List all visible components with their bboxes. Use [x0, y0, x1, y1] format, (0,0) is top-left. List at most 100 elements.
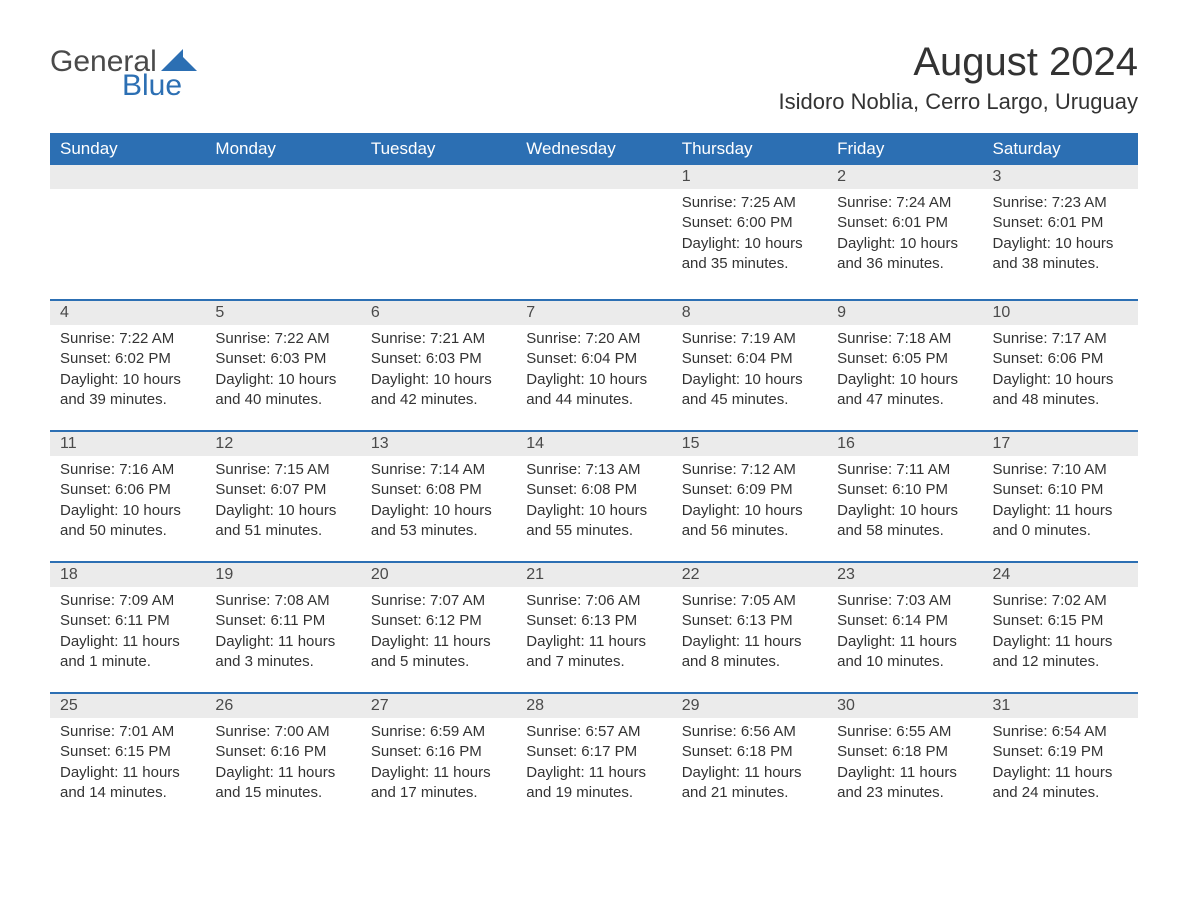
sunset-text: Sunset: 6:08 PM — [526, 480, 661, 500]
day-details: Sunrise: 7:05 AMSunset: 6:13 PMDaylight:… — [672, 587, 827, 672]
daylight-text: Daylight: 11 hours and 5 minutes. — [371, 632, 506, 673]
sunset-text: Sunset: 6:13 PM — [526, 611, 661, 631]
day-number: 1 — [672, 165, 827, 189]
day-number: 9 — [827, 301, 982, 325]
daylight-text: Daylight: 11 hours and 24 minutes. — [993, 763, 1128, 804]
calendar-day-cell: 18Sunrise: 7:09 AMSunset: 6:11 PMDayligh… — [50, 562, 205, 693]
day-details: Sunrise: 7:23 AMSunset: 6:01 PMDaylight:… — [983, 189, 1138, 274]
day-number: 7 — [516, 301, 671, 325]
calendar-day-cell: 17Sunrise: 7:10 AMSunset: 6:10 PMDayligh… — [983, 431, 1138, 562]
calendar-day-cell: 9Sunrise: 7:18 AMSunset: 6:05 PMDaylight… — [827, 300, 982, 431]
daylight-text: Daylight: 11 hours and 21 minutes. — [682, 763, 817, 804]
day-number: 21 — [516, 563, 671, 587]
calendar-day-cell: 21Sunrise: 7:06 AMSunset: 6:13 PMDayligh… — [516, 562, 671, 693]
day-details: Sunrise: 7:00 AMSunset: 6:16 PMDaylight:… — [205, 718, 360, 803]
sunrise-text: Sunrise: 7:15 AM — [215, 460, 350, 480]
calendar-table: SundayMondayTuesdayWednesdayThursdayFrid… — [50, 133, 1138, 823]
calendar-header-row: SundayMondayTuesdayWednesdayThursdayFrid… — [50, 133, 1138, 165]
daylight-text: Daylight: 10 hours and 53 minutes. — [371, 501, 506, 542]
day-number — [361, 165, 516, 189]
day-number: 23 — [827, 563, 982, 587]
title-block: August 2024 Isidoro Noblia, Cerro Largo,… — [778, 40, 1138, 123]
sunrise-text: Sunrise: 7:05 AM — [682, 591, 817, 611]
sunrise-text: Sunrise: 7:17 AM — [993, 329, 1128, 349]
sunrise-text: Sunrise: 6:55 AM — [837, 722, 972, 742]
weekday-header: Thursday — [672, 133, 827, 165]
sunset-text: Sunset: 6:02 PM — [60, 349, 195, 369]
day-number: 11 — [50, 432, 205, 456]
day-number: 17 — [983, 432, 1138, 456]
sunrise-text: Sunrise: 7:02 AM — [993, 591, 1128, 611]
sunset-text: Sunset: 6:05 PM — [837, 349, 972, 369]
day-number: 4 — [50, 301, 205, 325]
day-details: Sunrise: 6:59 AMSunset: 6:16 PMDaylight:… — [361, 718, 516, 803]
daylight-text: Daylight: 10 hours and 50 minutes. — [60, 501, 195, 542]
day-number: 30 — [827, 694, 982, 718]
daylight-text: Daylight: 10 hours and 45 minutes. — [682, 370, 817, 411]
calendar-day-cell: 1Sunrise: 7:25 AMSunset: 6:00 PMDaylight… — [672, 165, 827, 300]
day-details: Sunrise: 7:01 AMSunset: 6:15 PMDaylight:… — [50, 718, 205, 803]
location: Isidoro Noblia, Cerro Largo, Uruguay — [778, 89, 1138, 115]
calendar-day-cell: 25Sunrise: 7:01 AMSunset: 6:15 PMDayligh… — [50, 693, 205, 823]
sunrise-text: Sunrise: 7:01 AM — [60, 722, 195, 742]
day-number: 26 — [205, 694, 360, 718]
day-number: 25 — [50, 694, 205, 718]
day-number: 10 — [983, 301, 1138, 325]
weekday-header: Wednesday — [516, 133, 671, 165]
sunset-text: Sunset: 6:16 PM — [371, 742, 506, 762]
sunrise-text: Sunrise: 7:22 AM — [215, 329, 350, 349]
weekday-header: Monday — [205, 133, 360, 165]
day-number: 27 — [361, 694, 516, 718]
sunrise-text: Sunrise: 7:18 AM — [837, 329, 972, 349]
calendar-week-row: 1Sunrise: 7:25 AMSunset: 6:00 PMDaylight… — [50, 165, 1138, 300]
sunrise-text: Sunrise: 7:25 AM — [682, 193, 817, 213]
day-details: Sunrise: 6:57 AMSunset: 6:17 PMDaylight:… — [516, 718, 671, 803]
sunrise-text: Sunrise: 7:08 AM — [215, 591, 350, 611]
daylight-text: Daylight: 10 hours and 51 minutes. — [215, 501, 350, 542]
calendar-week-row: 18Sunrise: 7:09 AMSunset: 6:11 PMDayligh… — [50, 562, 1138, 693]
daylight-text: Daylight: 10 hours and 36 minutes. — [837, 234, 972, 275]
sunrise-text: Sunrise: 7:21 AM — [371, 329, 506, 349]
daylight-text: Daylight: 11 hours and 1 minute. — [60, 632, 195, 673]
calendar-day-cell: 14Sunrise: 7:13 AMSunset: 6:08 PMDayligh… — [516, 431, 671, 562]
calendar-day-cell — [361, 165, 516, 300]
weekday-header: Friday — [827, 133, 982, 165]
calendar-day-cell: 4Sunrise: 7:22 AMSunset: 6:02 PMDaylight… — [50, 300, 205, 431]
day-number: 2 — [827, 165, 982, 189]
daylight-text: Daylight: 10 hours and 56 minutes. — [682, 501, 817, 542]
day-details: Sunrise: 7:11 AMSunset: 6:10 PMDaylight:… — [827, 456, 982, 541]
day-details: Sunrise: 7:08 AMSunset: 6:11 PMDaylight:… — [205, 587, 360, 672]
calendar-body: 1Sunrise: 7:25 AMSunset: 6:00 PMDaylight… — [50, 165, 1138, 823]
calendar-day-cell: 15Sunrise: 7:12 AMSunset: 6:09 PMDayligh… — [672, 431, 827, 562]
daylight-text: Daylight: 10 hours and 44 minutes. — [526, 370, 661, 411]
sunset-text: Sunset: 6:15 PM — [993, 611, 1128, 631]
day-details: Sunrise: 7:02 AMSunset: 6:15 PMDaylight:… — [983, 587, 1138, 672]
day-details: Sunrise: 7:14 AMSunset: 6:08 PMDaylight:… — [361, 456, 516, 541]
daylight-text: Daylight: 11 hours and 7 minutes. — [526, 632, 661, 673]
daylight-text: Daylight: 11 hours and 3 minutes. — [215, 632, 350, 673]
sunset-text: Sunset: 6:04 PM — [526, 349, 661, 369]
day-details: Sunrise: 7:13 AMSunset: 6:08 PMDaylight:… — [516, 456, 671, 541]
daylight-text: Daylight: 11 hours and 0 minutes. — [993, 501, 1128, 542]
sunrise-text: Sunrise: 7:20 AM — [526, 329, 661, 349]
sunset-text: Sunset: 6:03 PM — [371, 349, 506, 369]
day-details: Sunrise: 6:54 AMSunset: 6:19 PMDaylight:… — [983, 718, 1138, 803]
sunset-text: Sunset: 6:11 PM — [215, 611, 350, 631]
calendar-day-cell: 11Sunrise: 7:16 AMSunset: 6:06 PMDayligh… — [50, 431, 205, 562]
day-details: Sunrise: 7:22 AMSunset: 6:03 PMDaylight:… — [205, 325, 360, 410]
sunset-text: Sunset: 6:18 PM — [682, 742, 817, 762]
sunrise-text: Sunrise: 7:11 AM — [837, 460, 972, 480]
calendar-day-cell: 19Sunrise: 7:08 AMSunset: 6:11 PMDayligh… — [205, 562, 360, 693]
weekday-header: Saturday — [983, 133, 1138, 165]
calendar-day-cell: 20Sunrise: 7:07 AMSunset: 6:12 PMDayligh… — [361, 562, 516, 693]
day-details: Sunrise: 7:25 AMSunset: 6:00 PMDaylight:… — [672, 189, 827, 274]
sunrise-text: Sunrise: 7:03 AM — [837, 591, 972, 611]
logo: General Blue — [50, 40, 197, 103]
daylight-text: Daylight: 11 hours and 12 minutes. — [993, 632, 1128, 673]
day-details: Sunrise: 6:56 AMSunset: 6:18 PMDaylight:… — [672, 718, 827, 803]
calendar-day-cell: 6Sunrise: 7:21 AMSunset: 6:03 PMDaylight… — [361, 300, 516, 431]
sunset-text: Sunset: 6:10 PM — [993, 480, 1128, 500]
day-number: 12 — [205, 432, 360, 456]
sunset-text: Sunset: 6:12 PM — [371, 611, 506, 631]
sunset-text: Sunset: 6:19 PM — [993, 742, 1128, 762]
